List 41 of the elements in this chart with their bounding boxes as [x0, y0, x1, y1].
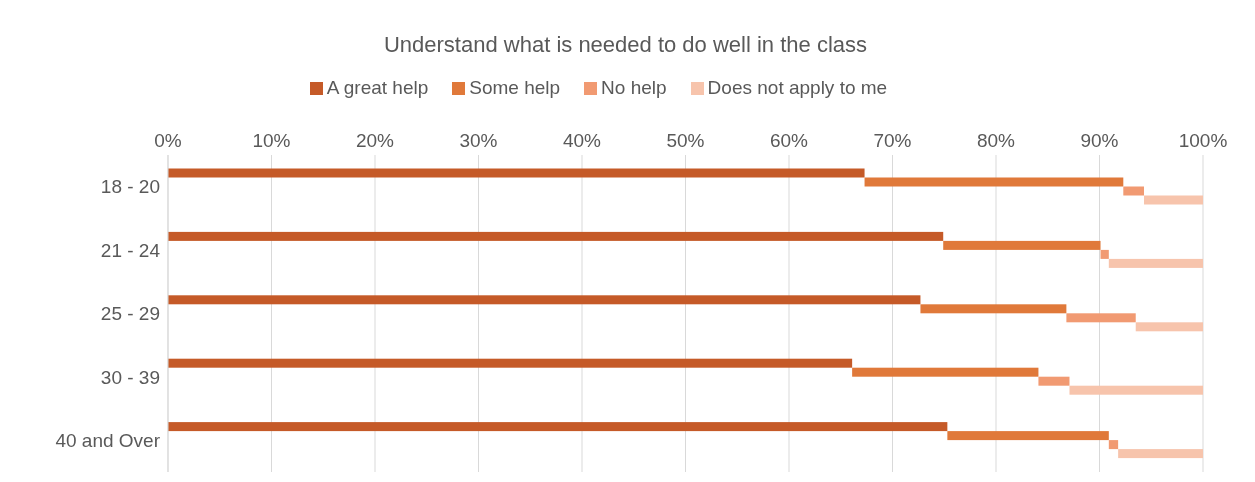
bar	[1108, 258, 1203, 268]
bar	[1135, 322, 1203, 332]
bar	[947, 431, 1109, 441]
bar	[1118, 449, 1203, 459]
bar	[1144, 195, 1203, 205]
y-tick-label: 40 and Over	[55, 430, 161, 452]
x-tick-label: 40%	[562, 130, 602, 151]
bar	[168, 422, 948, 432]
bar	[168, 168, 865, 178]
legend-label: Does not apply to me	[707, 77, 888, 98]
x-tick-label: 60%	[769, 130, 809, 151]
x-tick-label: 80%	[976, 130, 1016, 151]
x-tick-label: 30%	[459, 130, 498, 151]
x-tick-label: 50%	[666, 130, 705, 151]
bar	[920, 304, 1067, 314]
bar	[1108, 440, 1119, 450]
bar	[168, 358, 853, 368]
y-tick-label: 21 - 24	[100, 239, 161, 261]
x-tick-label: 0%	[154, 130, 182, 151]
x-tick-label: 100%	[1178, 130, 1228, 151]
bar	[1123, 186, 1145, 196]
y-tick-label: 30 - 39	[100, 366, 160, 388]
y-tick-label: 18 - 20	[100, 176, 160, 198]
x-tick-label: 90%	[1080, 130, 1119, 151]
x-tick-label: 70%	[873, 130, 912, 151]
bar	[852, 367, 1039, 377]
bar	[168, 231, 944, 241]
legend-label: A great help	[326, 77, 429, 98]
bar	[1066, 313, 1136, 323]
legend-label: Some help	[469, 77, 561, 98]
bar	[864, 177, 1124, 187]
bar	[1069, 385, 1203, 395]
chart-title: Understand what is needed to do well in the class	[382, 31, 869, 59]
bar	[1038, 376, 1070, 386]
x-tick-label: 10%	[252, 130, 291, 151]
x-tick-label: 20%	[355, 130, 395, 151]
bar	[943, 240, 1101, 250]
legend-label: No help	[601, 77, 667, 98]
bar	[168, 295, 921, 305]
bar	[1100, 249, 1109, 259]
y-tick-label: 25 - 29	[100, 303, 160, 325]
